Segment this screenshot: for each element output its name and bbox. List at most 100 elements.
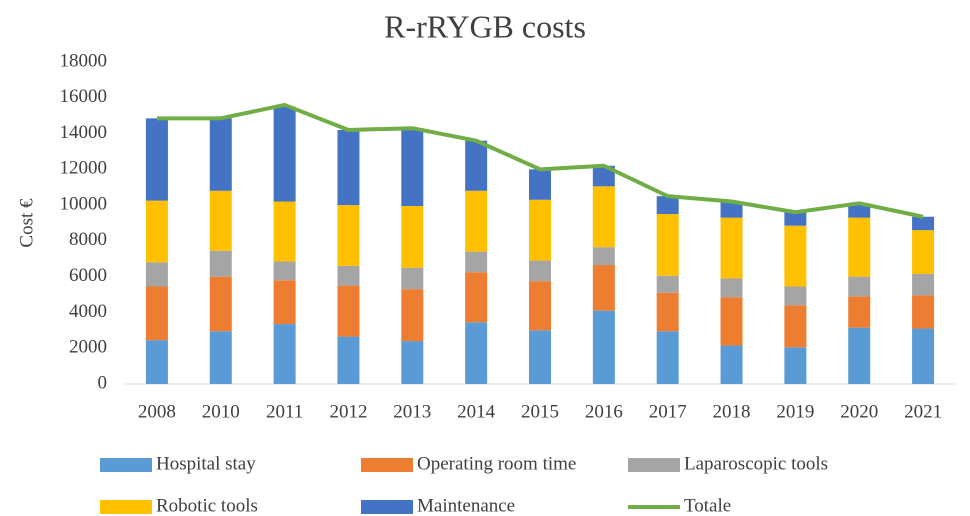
bar-segment xyxy=(337,265,360,286)
legend-swatch xyxy=(100,458,152,472)
bar-segment xyxy=(720,278,743,298)
bar-segment xyxy=(209,118,232,191)
bar-segment xyxy=(529,330,551,384)
legend-swatch xyxy=(361,458,413,472)
x-tick-label: 2008 xyxy=(138,401,176,422)
bar-segment xyxy=(145,118,168,201)
bar-segment xyxy=(592,265,615,311)
bar-segment xyxy=(912,230,935,274)
bar-segment xyxy=(656,214,679,276)
bar-segment xyxy=(337,205,360,266)
y-tick-label: 10000 xyxy=(60,193,108,214)
bar-segment xyxy=(848,217,871,277)
bar-segment xyxy=(465,272,488,323)
y-axis-label: Cost € xyxy=(16,198,37,248)
bar-segment xyxy=(209,276,232,332)
x-tick-label: 2014 xyxy=(457,401,496,422)
bar-segment xyxy=(592,247,615,266)
bar-segment xyxy=(273,324,296,384)
y-tick-label: 2000 xyxy=(69,337,107,358)
y-tick-label: 16000 xyxy=(60,86,108,107)
bar-segment xyxy=(784,286,807,306)
bar-segment xyxy=(912,216,935,231)
bar-segment xyxy=(848,296,871,328)
x-tick-label: 2013 xyxy=(393,401,431,422)
bar-segment xyxy=(337,285,360,337)
bar-segment xyxy=(784,347,807,384)
y-tick-label: 6000 xyxy=(69,265,107,286)
bar-segment xyxy=(401,267,424,290)
bar-segment xyxy=(465,190,488,252)
legend-label: Operating room time xyxy=(417,453,576,474)
legend-swatch xyxy=(100,500,152,514)
bar-segment xyxy=(529,169,551,200)
x-tick-label: 2021 xyxy=(904,401,942,422)
bar-segment xyxy=(145,262,168,287)
bar-segment xyxy=(529,199,551,261)
bar-segment xyxy=(145,286,168,341)
legend-label: Laparoscopic tools xyxy=(684,453,828,474)
legend-swatch xyxy=(628,458,680,472)
x-tick-label: 2012 xyxy=(329,401,367,422)
bar-segment xyxy=(145,340,168,384)
x-tick-label: 2011 xyxy=(266,401,303,422)
bar-segment xyxy=(401,341,424,384)
bar-segment xyxy=(529,281,551,331)
bar-segment xyxy=(273,201,296,262)
bar-segment xyxy=(465,251,488,273)
bar-segment xyxy=(720,345,743,384)
x-tick-label: 2017 xyxy=(649,401,687,422)
bar-segment xyxy=(720,217,743,279)
bar-segment xyxy=(848,327,871,384)
bar-segment xyxy=(656,331,679,384)
bar-segment xyxy=(209,190,232,251)
bar-segment xyxy=(465,140,488,191)
bar-segment xyxy=(529,260,551,282)
legend-label: Totale xyxy=(684,495,731,516)
bar-segment xyxy=(592,186,615,248)
bar-segment xyxy=(912,328,935,384)
legend-label: Hospital stay xyxy=(156,453,256,474)
bar-segment xyxy=(273,261,296,281)
bar-segment xyxy=(720,297,743,346)
bar-segment xyxy=(848,203,871,218)
bar-segment xyxy=(912,295,935,329)
bar-segment xyxy=(401,289,424,342)
y-tick-label: 12000 xyxy=(60,158,108,179)
bar-segment xyxy=(209,331,232,384)
legend-label: Robotic tools xyxy=(156,495,258,516)
bar-segment xyxy=(656,196,679,215)
x-tick-label: 2020 xyxy=(840,401,878,422)
x-tick-label: 2016 xyxy=(585,401,623,422)
bar-segment xyxy=(656,292,679,332)
y-tick-label: 0 xyxy=(98,372,108,393)
bar-segment xyxy=(209,250,232,277)
y-tick-label: 4000 xyxy=(69,301,107,322)
line xyxy=(156,102,924,219)
bar-segment xyxy=(784,305,807,348)
bar-segment xyxy=(401,206,424,268)
bar-segment xyxy=(337,336,360,384)
bar-segment xyxy=(848,276,871,297)
bar-segment xyxy=(912,273,935,296)
legend-label: Maintenance xyxy=(417,495,515,516)
bar-segment xyxy=(592,310,615,384)
legend-swatch xyxy=(361,500,413,514)
y-tick-label: 8000 xyxy=(69,229,107,250)
bar-segment xyxy=(656,275,679,293)
bar-segment xyxy=(401,128,424,207)
x-tick-label: 2010 xyxy=(202,401,240,422)
bar-segment xyxy=(720,201,743,218)
bar-segment xyxy=(784,225,807,287)
bar-segment xyxy=(145,200,168,263)
y-tick-label: 18000 xyxy=(60,50,108,71)
bar-segment xyxy=(337,129,360,206)
chart-title: R-rRYGB costs xyxy=(384,8,586,44)
bar-segment xyxy=(465,322,488,384)
bar-segment xyxy=(784,212,807,226)
bar-segment xyxy=(273,280,296,325)
y-tick-label: 14000 xyxy=(60,122,108,143)
bar-segment xyxy=(273,106,296,202)
bar-segment xyxy=(592,165,615,187)
